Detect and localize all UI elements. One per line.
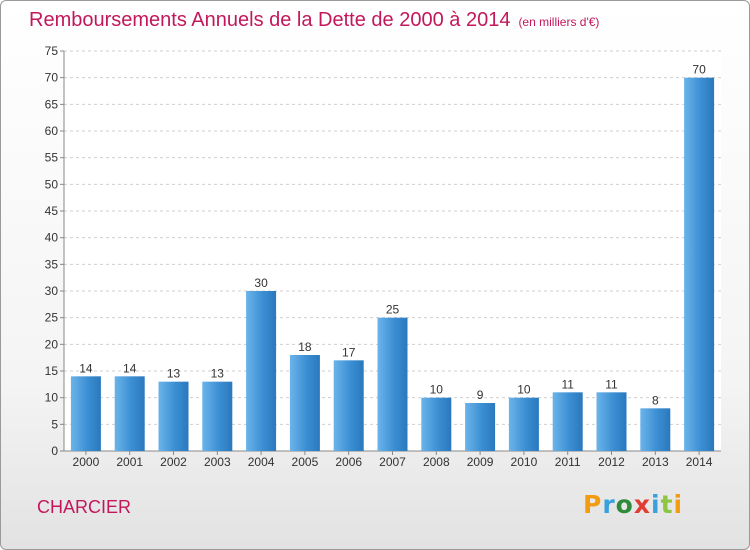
chart-subtitle: (en milliers d'€) [518, 15, 600, 29]
bar [508, 397, 539, 451]
bar-value-label: 14 [123, 361, 137, 375]
y-tick-label: 50 [45, 177, 59, 191]
bar-value-label: 11 [561, 377, 574, 391]
logo-letter: i [651, 490, 661, 519]
y-tick-label: 60 [45, 124, 59, 138]
chart-title-text: Remboursements Annuels de la Dette de 20… [29, 9, 511, 31]
bar [377, 317, 408, 451]
x-tick-label: 2004 [248, 455, 275, 469]
y-tick-label: 0 [51, 444, 58, 458]
logo-letter: i [673, 490, 684, 519]
bar [596, 392, 627, 451]
y-tick-label: 75 [45, 44, 59, 58]
logo-letter: r [602, 490, 616, 519]
y-tick-label: 70 [45, 71, 59, 85]
x-tick-label: 2010 [511, 455, 538, 469]
bar [640, 408, 671, 451]
proxiti-logo: Proxiti [583, 490, 683, 519]
bar-value-label: 11 [605, 377, 618, 391]
y-tick-label: 20 [45, 337, 59, 351]
bar-value-label: 14 [79, 361, 93, 375]
x-tick-label: 2006 [335, 455, 362, 469]
chart-title: Remboursements Annuels de la Dette de 20… [29, 9, 599, 32]
bar-value-label: 25 [386, 303, 400, 317]
x-tick-label: 2014 [686, 455, 713, 469]
bar [246, 291, 277, 451]
y-tick-label: 15 [45, 364, 59, 378]
bar-value-label: 18 [298, 340, 312, 354]
x-tick-label: 2012 [598, 455, 625, 469]
bar [158, 381, 189, 451]
bar [421, 397, 452, 451]
y-tick-label: 35 [45, 257, 59, 271]
logo-letter: x [633, 490, 651, 519]
logo-letter: o [615, 490, 634, 519]
bar [333, 360, 364, 451]
y-tick-label: 30 [45, 284, 59, 298]
y-tick-label: 45 [45, 204, 59, 218]
x-tick-label: 2005 [292, 455, 319, 469]
x-tick-label: 2007 [379, 455, 406, 469]
bar [552, 392, 583, 451]
bar-value-label: 8 [652, 393, 659, 407]
x-tick-label: 2013 [642, 455, 669, 469]
bar-value-label: 30 [254, 276, 268, 290]
y-tick-label: 65 [45, 97, 59, 111]
bar-value-label: 13 [167, 367, 181, 381]
labels: 0 5 10 15 20 25 30 35 40 45 50 55 60 65 70 75 14 2000 14 20… [45, 44, 713, 469]
bar-value-label: 70 [692, 63, 706, 77]
bar [70, 376, 101, 451]
logo-letter: P [583, 490, 603, 519]
commune-name: CHARCIER [37, 497, 132, 517]
logo-letter: t [660, 490, 674, 519]
y-tick-label: 25 [45, 311, 59, 325]
bars [70, 77, 715, 452]
bar-value-label: 10 [517, 383, 531, 397]
bar [465, 403, 496, 451]
bar [684, 77, 715, 452]
y-tick-label: 10 [45, 391, 59, 405]
x-tick-label: 2011 [555, 455, 581, 469]
bar [202, 381, 233, 451]
y-tick-label: 5 [51, 417, 58, 431]
x-tick-label: 2001 [116, 455, 143, 469]
bar [114, 376, 145, 451]
bar-value-label: 13 [211, 367, 225, 381]
x-tick-label: 2000 [73, 455, 100, 469]
x-tick-label: 2002 [160, 455, 187, 469]
y-tick-label: 40 [45, 231, 59, 245]
bar-value-label: 10 [430, 383, 444, 397]
x-tick-label: 2003 [204, 455, 231, 469]
x-tick-label: 2009 [467, 455, 494, 469]
x-tick-label: 2008 [423, 455, 450, 469]
y-tick-label: 55 [45, 151, 59, 165]
bar [289, 355, 320, 451]
bar-value-label: 17 [342, 345, 356, 359]
bar-value-label: 9 [477, 388, 484, 402]
